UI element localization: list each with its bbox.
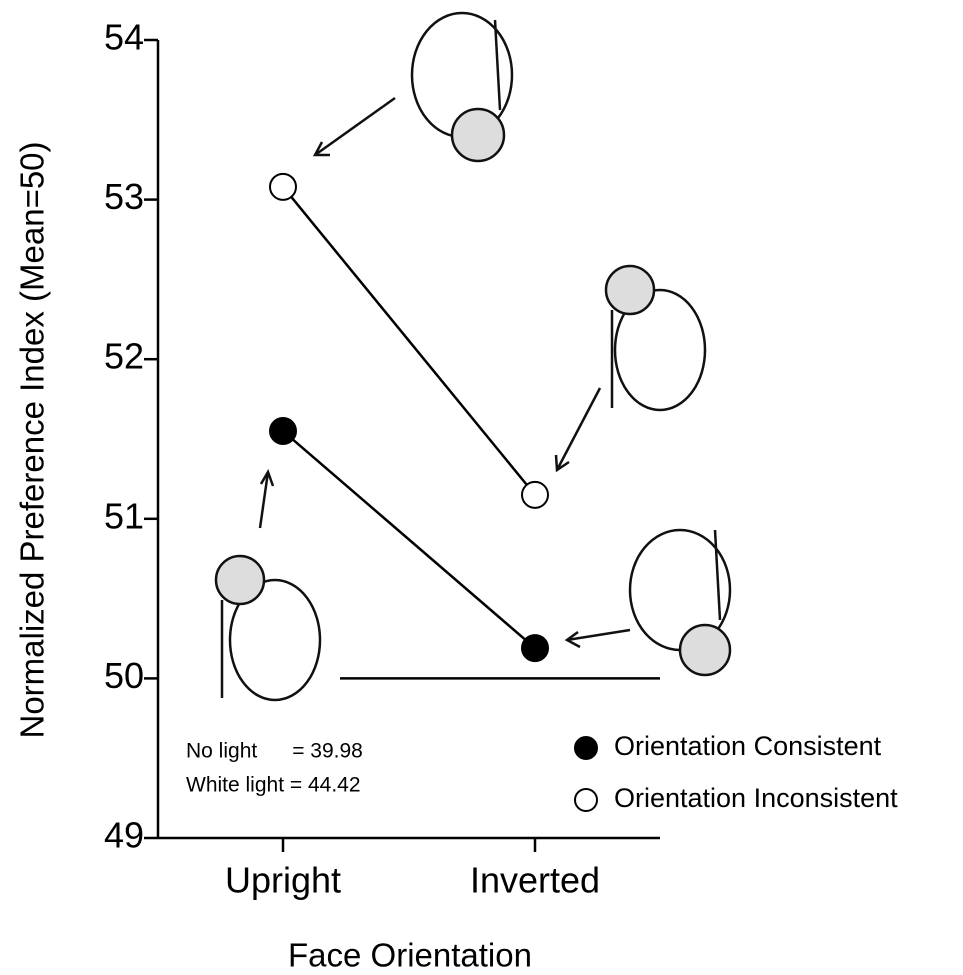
monkey-upright-left (216, 556, 320, 700)
y-tick-label: 51 (104, 495, 144, 536)
x-tick-label: Inverted (470, 860, 600, 901)
data-point (270, 418, 296, 444)
y-axis-label: Normalized Preference Index (Mean=50) (14, 141, 51, 738)
y-tick-label: 50 (104, 655, 144, 696)
data-point (522, 635, 548, 661)
arrows (260, 98, 630, 647)
legend-label: Orientation Consistent (614, 731, 882, 761)
legend-marker (575, 737, 597, 759)
monkey-inverted-top (412, 13, 512, 161)
annotation: No light = 39.98 (186, 740, 363, 763)
y-tick-label: 54 (104, 17, 144, 58)
y-tick-label: 53 (104, 176, 144, 217)
monkey-upright-right (606, 266, 705, 410)
illustrations (216, 13, 730, 700)
x-tick-label: Upright (225, 860, 341, 901)
chart: Normalized Preference Index (Mean=50) Fa… (0, 0, 963, 975)
data-point (270, 174, 296, 200)
annotation: White light = 44.42 (186, 774, 361, 797)
y-tick-label: 52 (104, 336, 144, 377)
monkey-inverted-right (630, 530, 730, 675)
y-tick-label: 49 (104, 815, 144, 856)
series-line (283, 431, 535, 648)
data-point (522, 482, 548, 508)
series-line (283, 187, 535, 495)
legend-label: Orientation Inconsistent (614, 783, 898, 813)
legend-marker (575, 789, 597, 811)
x-axis-label: Face Orientation (288, 937, 532, 974)
